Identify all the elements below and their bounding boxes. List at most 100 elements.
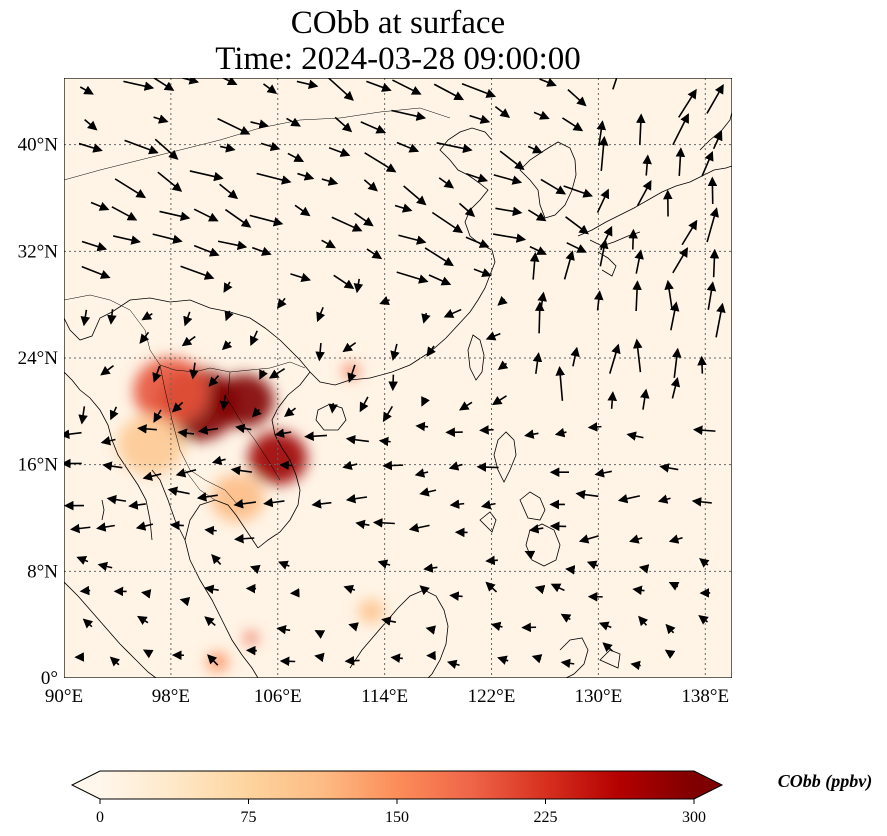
wind-vector — [566, 242, 587, 253]
wind-vector — [193, 244, 220, 257]
wind-vector — [642, 154, 652, 176]
wind-vector — [348, 622, 359, 632]
wind-vector — [304, 431, 328, 441]
latitude-tick-label: 8°N — [27, 561, 58, 582]
wind-vector — [286, 117, 301, 127]
wind-vector — [235, 423, 252, 434]
wind-vector — [372, 518, 395, 528]
wind-vector — [534, 301, 545, 334]
wind-vector — [533, 110, 550, 120]
latitude-tick-label: 40°N — [18, 135, 59, 156]
wind-vector — [328, 403, 338, 414]
wind-vector — [672, 113, 689, 146]
wind-vector — [669, 301, 680, 331]
wind-vector — [175, 468, 197, 478]
wind-vector — [449, 591, 463, 601]
wind-vector — [594, 468, 612, 478]
wind-vector — [230, 465, 252, 476]
wind-vector — [390, 343, 400, 361]
wind-vector — [391, 109, 427, 121]
wind-vector — [79, 85, 94, 95]
wind-vector — [716, 41, 732, 74]
wind-vector — [697, 355, 707, 374]
wind-vector — [360, 121, 387, 134]
wind-vector — [152, 365, 162, 383]
wind-vector — [208, 375, 220, 387]
wind-vector — [189, 362, 199, 380]
wind-vector — [698, 615, 709, 625]
longitude-tick-label: 114°E — [361, 686, 408, 707]
wind-vector — [183, 311, 193, 327]
wind-vector — [311, 499, 332, 509]
latitude-tick-label: 32°N — [18, 241, 59, 262]
wind-vector — [426, 345, 436, 357]
wind-vector — [64, 429, 82, 439]
wind-vector — [448, 461, 463, 471]
wind-vector — [181, 335, 196, 347]
longitude-tick-label: 106°E — [254, 686, 302, 707]
wind-vector — [485, 555, 498, 566]
wind-vector — [353, 278, 364, 294]
wind-vector — [263, 497, 285, 508]
wind-vector — [563, 185, 593, 198]
wind-vector — [408, 523, 430, 533]
colorbar-tick-label: 150 — [385, 809, 409, 826]
wind-vector — [274, 428, 292, 438]
wind-vector — [278, 560, 290, 570]
wind-vector — [465, 173, 489, 183]
wind-vector — [355, 519, 370, 530]
wind-vector — [221, 78, 238, 86]
wind-vector — [342, 460, 358, 471]
concentration-hotspot — [117, 414, 185, 475]
wind-vector — [198, 425, 219, 435]
wind-vector — [152, 78, 175, 91]
wind-vector — [233, 499, 257, 509]
colorbar-tick-label: 225 — [534, 809, 558, 826]
wind-vector — [193, 208, 219, 222]
colorbar-gradient — [100, 771, 694, 799]
wind-vector — [345, 434, 369, 445]
wind-vector — [527, 144, 543, 154]
wind-vector — [345, 493, 368, 504]
wind-vector — [396, 141, 420, 153]
wind-vector — [599, 238, 609, 267]
latitude-tick-label: 0° — [41, 668, 58, 689]
wind-vector — [425, 625, 437, 635]
wind-vector — [123, 80, 155, 91]
wind-vector — [279, 460, 293, 471]
wind-vector — [598, 621, 612, 631]
wind-vector — [135, 521, 154, 531]
wind-vector — [114, 178, 147, 199]
wind-vector — [560, 658, 575, 669]
wind-vector — [421, 396, 430, 407]
wind-vector — [82, 618, 94, 629]
concentration-hotspot — [206, 652, 229, 672]
wind-vector — [363, 179, 378, 192]
wind-vector — [76, 556, 89, 565]
wind-vectors — [64, 41, 732, 671]
wind-vector — [80, 309, 91, 327]
wind-vector — [493, 174, 523, 185]
wind-vector — [259, 369, 268, 380]
wind-vector — [290, 272, 311, 283]
wind-vector — [497, 360, 509, 371]
wind-vector — [388, 374, 398, 392]
wind-vector — [562, 117, 584, 132]
wind-vector — [106, 494, 127, 505]
colorbar-extend-max — [694, 771, 722, 799]
map-plot-area — [64, 41, 732, 678]
colorbar-ticks: 0 75 150 225 300 — [96, 799, 706, 826]
wind-vector — [102, 461, 123, 471]
wind-vector — [701, 150, 714, 177]
latitude-tick-label: 16°N — [18, 455, 59, 476]
wind-vector — [419, 585, 430, 596]
wind-vector — [575, 489, 599, 500]
wind-vector — [495, 206, 523, 217]
wind-vector — [366, 80, 392, 92]
wind-vector — [537, 291, 547, 312]
wind-vector — [96, 522, 115, 532]
wind-vector — [167, 486, 190, 496]
wind-vector — [664, 279, 674, 310]
wind-vector — [524, 550, 536, 560]
wind-vector — [220, 143, 236, 153]
